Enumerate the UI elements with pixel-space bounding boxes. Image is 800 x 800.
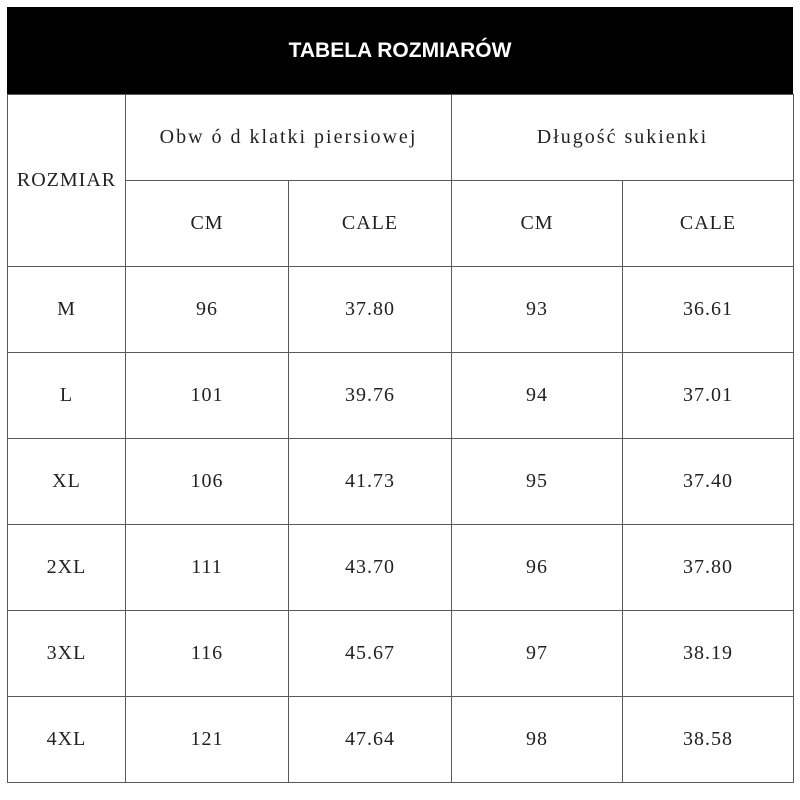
table-row: 3XL 116 45.67 97 38.19 — [7, 610, 794, 697]
size-cell: 2XL — [7, 524, 126, 611]
length-in-cell: 37.40 — [622, 438, 794, 525]
length-cm-cell: 96 — [451, 524, 623, 611]
length-cm-cell: 95 — [451, 438, 623, 525]
chest-in-cell: 45.67 — [288, 610, 452, 697]
chest-in-cell: 39.76 — [288, 352, 452, 439]
length-cm-cell: 94 — [451, 352, 623, 439]
table-row: 4XL 121 47.64 98 38.58 — [7, 696, 794, 783]
size-cell: M — [7, 266, 126, 353]
size-cell: 3XL — [7, 610, 126, 697]
length-in-cell: 38.19 — [622, 610, 794, 697]
header-row-2: CM CALE CM CALE — [8, 180, 794, 267]
header-length-in: CALE — [622, 180, 794, 267]
chest-in-cell: 37.80 — [288, 266, 452, 353]
length-cm-cell: 93 — [451, 266, 623, 353]
table-row: 2XL 111 43.70 96 37.80 — [7, 524, 794, 611]
length-cm-cell: 98 — [451, 696, 623, 783]
table-row: M 96 37.80 93 36.61 — [7, 266, 794, 353]
chest-in-cell: 47.64 — [288, 696, 452, 783]
length-in-cell: 37.01 — [622, 352, 794, 439]
header-chest-in: CALE — [288, 180, 452, 267]
header-chest-cm: CM — [125, 180, 289, 267]
chest-cm-cell: 116 — [125, 610, 289, 697]
header-row-1: ROZMIAR Obw ó d klatki piersiowej Długoś… — [7, 94, 794, 267]
page-title: TABELA ROZMIARÓW — [288, 39, 512, 62]
header-length: Długość sukienki — [451, 94, 794, 181]
size-cell: L — [7, 352, 126, 439]
header-size: ROZMIAR — [7, 94, 126, 267]
title-bar: TABELA ROZMIARÓW — [7, 7, 793, 95]
chest-in-cell: 41.73 — [288, 438, 452, 525]
header-length-cm: CM — [451, 180, 623, 267]
size-cell: 4XL — [7, 696, 126, 783]
length-in-cell: 38.58 — [622, 696, 794, 783]
size-table: ROZMIAR Obw ó d klatki piersiowej Długoś… — [7, 94, 794, 783]
table-row: XL 106 41.73 95 37.40 — [7, 438, 794, 525]
table-row: L 101 39.76 94 37.01 — [7, 352, 794, 439]
chest-cm-cell: 101 — [125, 352, 289, 439]
size-cell: XL — [7, 438, 126, 525]
chest-cm-cell: 121 — [125, 696, 289, 783]
header-chest: Obw ó d klatki piersiowej — [125, 94, 452, 181]
chest-cm-cell: 111 — [125, 524, 289, 611]
length-in-cell: 36.61 — [622, 266, 794, 353]
length-in-cell: 37.80 — [622, 524, 794, 611]
length-cm-cell: 97 — [451, 610, 623, 697]
chest-cm-cell: 96 — [125, 266, 289, 353]
chest-cm-cell: 106 — [125, 438, 289, 525]
chest-in-cell: 43.70 — [288, 524, 452, 611]
